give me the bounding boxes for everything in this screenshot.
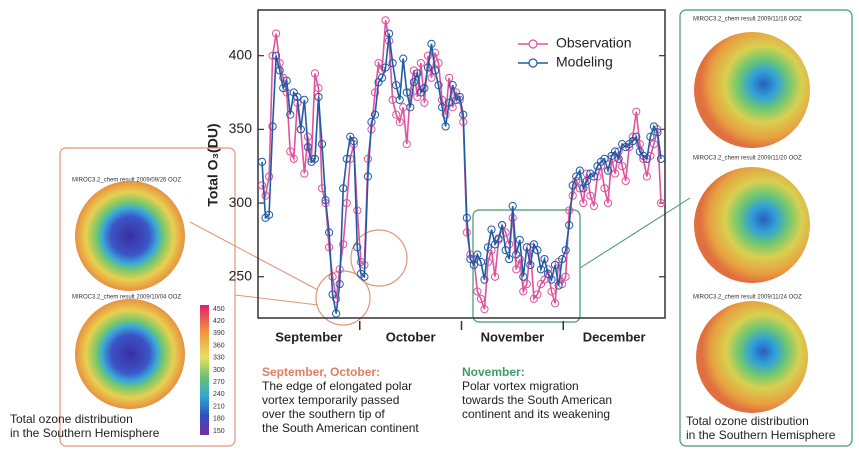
note-line: vortex temporarily passed <box>262 393 399 407</box>
colorbar-label: 360 <box>213 342 225 349</box>
colorbar-label: 180 <box>213 416 225 423</box>
y-axis-label: Total O₃(DU) <box>205 123 221 206</box>
data-point <box>258 182 265 189</box>
note-line: The edge of elongated polar <box>262 379 412 393</box>
note-line: over the southern tip of <box>262 407 385 421</box>
map-title: MIROC3.2_chem result 2009/11/16 OOZ <box>693 17 802 23</box>
caption: in the Southern Hemisphere <box>10 426 160 440</box>
colorbar-label: 300 <box>213 367 225 374</box>
colorbar-label: 240 <box>213 391 225 398</box>
note-heading: November: <box>462 365 525 379</box>
caption: Total ozone distribution <box>686 414 809 428</box>
ozone-map <box>696 301 808 413</box>
connector <box>235 295 318 305</box>
legend-label: Modeling <box>556 54 613 70</box>
colorbar-label: 210 <box>213 403 225 410</box>
ozone-map <box>694 32 810 148</box>
ozone-map <box>694 167 810 283</box>
colorbar-label: 330 <box>213 355 225 362</box>
x-tick-label: November <box>481 329 545 344</box>
legend-marker <box>529 40 537 48</box>
colorbar <box>200 305 209 435</box>
caption: Total ozone distribution <box>10 412 133 426</box>
y-tick-label: 400 <box>229 46 253 62</box>
legend-marker <box>529 59 537 67</box>
colorbar-label: 450 <box>213 306 225 313</box>
y-tick-label: 250 <box>229 267 253 283</box>
legend-label: Observation <box>556 35 631 51</box>
note-line: the South American continent <box>262 421 419 435</box>
note-line: towards the South American <box>462 393 612 407</box>
x-tick-label: December <box>583 329 646 344</box>
x-tick-label: September <box>275 329 342 344</box>
note-line: Polar vortex migration <box>462 379 579 393</box>
map-title: MIROC3.2_chem result 2009/11/20 OOZ <box>693 156 802 162</box>
map-title: MIROC3.2_chem result 2009/11/24 OOZ <box>693 295 802 301</box>
x-tick-label: October <box>386 329 436 344</box>
colorbar-label: 420 <box>213 318 225 325</box>
colorbar-label: 390 <box>213 330 225 337</box>
connector <box>190 222 318 290</box>
ozone-map <box>75 181 185 291</box>
y-tick-label: 350 <box>229 120 253 136</box>
ozone-map <box>75 299 185 409</box>
note-line: continent and its weakening <box>462 407 610 421</box>
y-tick-label: 300 <box>229 194 253 210</box>
colorbar-label: 150 <box>213 428 225 435</box>
caption: in the Southern Hemisphere <box>686 428 836 442</box>
colorbar-label: 270 <box>213 379 225 386</box>
figure: MIROC3.2_chem result 2009/09/26 OOZ MIRO… <box>0 0 859 450</box>
note-heading: September, October: <box>262 365 380 379</box>
